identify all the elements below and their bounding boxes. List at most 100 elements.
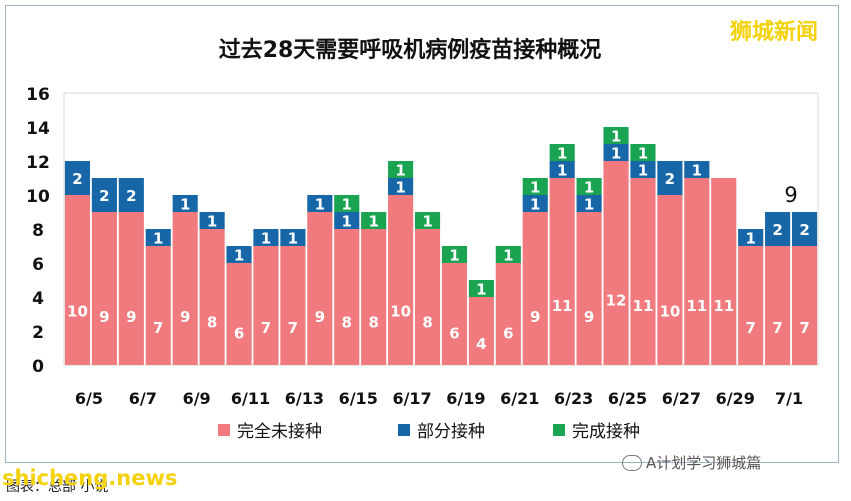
bar-segment-unvaccinated — [657, 195, 683, 365]
bar-segment-partial — [522, 195, 548, 212]
total-annotation: 9 — [784, 183, 797, 207]
bar-value-label: 9 — [315, 308, 325, 326]
bar-value-label: 8 — [207, 313, 217, 331]
bar-value-label: 7 — [261, 319, 271, 337]
bar-value-label: 1 — [557, 145, 567, 163]
bar-segment-partial — [603, 144, 629, 161]
bar-value-label: 1 — [692, 162, 702, 180]
bar-value-label: 1 — [342, 196, 352, 214]
y-tick-label: 16 — [26, 85, 50, 105]
bar-value-label: 10 — [67, 303, 88, 321]
bar-value-label: 2 — [772, 221, 782, 239]
bar-value-label: 1 — [745, 230, 755, 248]
bar-value-label: 8 — [342, 313, 352, 331]
bar-value-label: 12 — [606, 292, 627, 310]
bar-value-label: 10 — [659, 303, 680, 321]
bar-segment-unvaccinated — [388, 195, 414, 365]
bar-segment-partial — [118, 178, 144, 212]
bar-segment-unvaccinated — [684, 178, 710, 365]
legend-swatch-unvaccinated — [218, 424, 230, 436]
wechat-account: A计划学习狮城篇 — [622, 452, 761, 473]
bar-segment-unvaccinated — [549, 178, 575, 365]
bar-value-label: 1 — [180, 196, 190, 214]
bar-segment-partial — [684, 161, 710, 178]
bar-value-label: 1 — [530, 196, 540, 214]
y-tick-label: 0 — [32, 357, 44, 377]
x-tick-label: 6/25 — [608, 389, 647, 408]
bar-value-label: 1 — [422, 213, 432, 231]
bar-value-label: 10 — [390, 303, 411, 321]
y-tick-label: 14 — [26, 119, 50, 139]
bar-value-label: 1 — [638, 145, 648, 163]
bar-value-label: 7 — [772, 319, 782, 337]
x-tick-label: 6/23 — [554, 389, 593, 408]
bar-segment-partial — [91, 178, 117, 212]
bar-segment-partial — [388, 178, 414, 195]
x-tick-label: 6/13 — [285, 389, 324, 408]
x-tick-label: 6/19 — [446, 389, 485, 408]
bar-segment-partial — [307, 195, 333, 212]
bar-value-label: 6 — [449, 324, 459, 342]
bar-value-label: 1 — [234, 247, 244, 265]
bar-segment-unvaccinated — [791, 246, 818, 365]
watermark-url: shicheng.news — [2, 466, 178, 490]
legend-swatch-partial — [398, 424, 410, 436]
x-tick-label: 6/11 — [231, 389, 270, 408]
bar-segment-unvaccinated — [145, 246, 171, 365]
bar-value-label: 6 — [503, 324, 513, 342]
bar-value-label: 2 — [126, 187, 136, 205]
y-tick-label: 10 — [26, 187, 50, 207]
bar-segment-full — [630, 144, 656, 161]
bar-value-label: 9 — [530, 308, 540, 326]
bar-value-label: 11 — [713, 297, 734, 315]
bar-value-label: 1 — [395, 162, 405, 180]
brand-logo-text: 狮城新闻 — [730, 20, 819, 45]
bar-segment-unvaccinated — [118, 212, 144, 365]
bar-value-label: 2 — [799, 221, 809, 239]
bar-segment-unvaccinated — [226, 263, 252, 365]
bar-segment-full — [468, 280, 494, 297]
chart-title: 过去28天需要呼吸机病例疫苗接种概况 — [219, 37, 602, 63]
bar-segment-full — [441, 246, 468, 263]
bar-segment-partial — [199, 212, 225, 229]
bar-segment-unvaccinated — [334, 229, 360, 365]
bar-segment-partial — [791, 212, 818, 246]
bar-value-label: 1 — [342, 213, 352, 231]
bar-segment-unvaccinated — [280, 246, 306, 365]
bar-value-label: 1 — [476, 281, 486, 299]
bar-segment-unvaccinated — [738, 246, 764, 365]
bar-value-label: 1 — [368, 213, 378, 231]
bar-segment-unvaccinated — [253, 246, 279, 365]
bar-segment-full — [495, 246, 521, 263]
bar-value-label: 1 — [449, 247, 459, 265]
wechat-icon — [622, 454, 642, 471]
bar-value-label: 2 — [665, 170, 675, 188]
bar-segment-partial — [64, 161, 91, 195]
bar-value-label: 1 — [611, 128, 621, 146]
bar-segment-unvaccinated — [361, 229, 387, 365]
bar-segment-partial — [280, 229, 306, 246]
bar-value-label: 2 — [99, 187, 109, 205]
bar-segment-partial — [253, 229, 279, 246]
bar-segment-partial — [738, 229, 764, 246]
y-tick-label: 8 — [32, 221, 44, 241]
bar-segment-full — [334, 195, 360, 212]
legend-label: 完成接种 — [572, 422, 640, 442]
bar-segment-unvaccinated — [711, 178, 737, 365]
legend-label: 完全未接种 — [237, 422, 322, 442]
x-tick-label: 7/1 — [775, 389, 803, 408]
bar-value-label: 8 — [422, 313, 432, 331]
bar-value-label: 1 — [584, 179, 594, 197]
bar-value-label: 7 — [153, 319, 163, 337]
bar-segment-full — [603, 127, 629, 144]
bar-segment-unvaccinated — [468, 297, 494, 365]
bar-value-label: 7 — [745, 319, 755, 337]
bar-segment-partial — [657, 161, 683, 195]
x-tick-label: 6/27 — [662, 389, 701, 408]
bar-segment-partial — [630, 161, 656, 178]
bar-value-label: 1 — [395, 179, 405, 197]
x-tick-label: 6/5 — [75, 389, 103, 408]
bar-segment-full — [361, 212, 387, 229]
bar-value-label: 1 — [638, 162, 648, 180]
bar-segment-unvaccinated — [441, 263, 468, 365]
